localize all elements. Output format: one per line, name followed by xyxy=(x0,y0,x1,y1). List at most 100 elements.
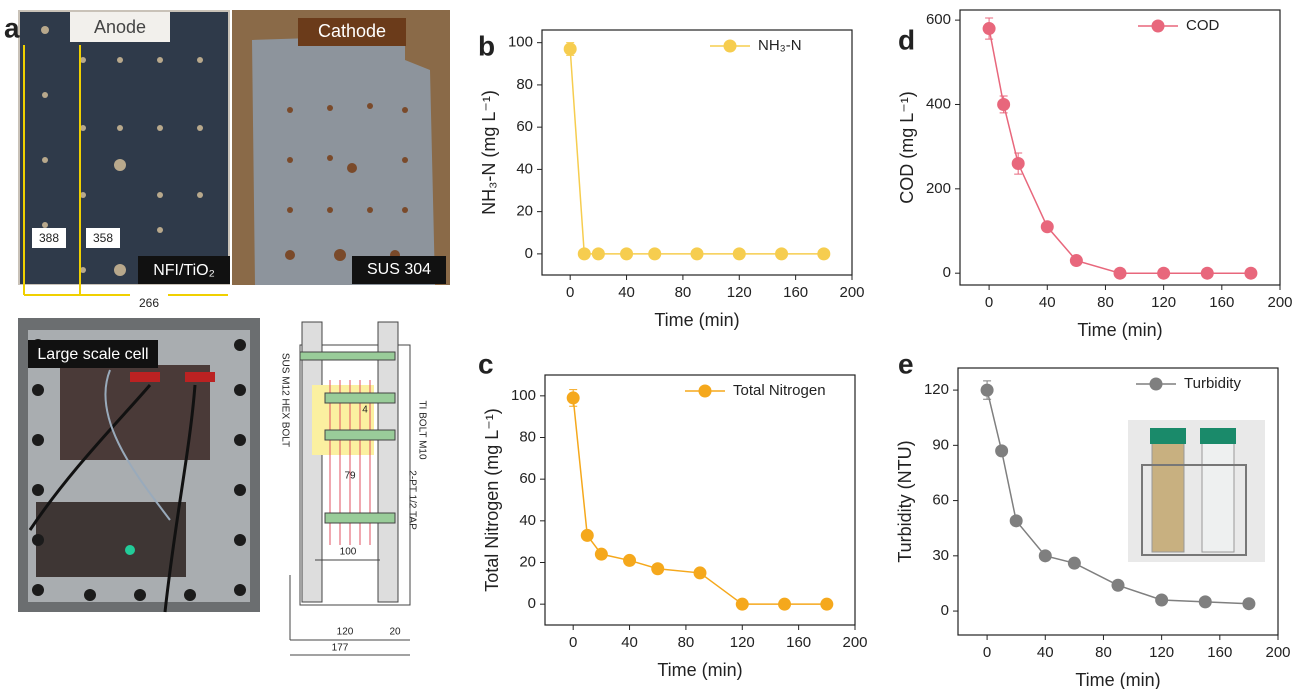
cathode-photo: Cathode SUS 304 xyxy=(232,10,450,285)
y-tick-label: 20 xyxy=(516,203,533,220)
y-tick-label: 120 xyxy=(924,381,949,398)
data-point xyxy=(693,566,707,580)
legend-label: Total Nitrogen xyxy=(733,382,826,399)
x-tick-label: 120 xyxy=(727,284,752,301)
data-point xyxy=(1155,593,1169,607)
x-tick-label: 40 xyxy=(621,634,638,651)
x-tick-label: 40 xyxy=(618,284,635,301)
y-tick-label: 200 xyxy=(926,180,951,197)
data-point xyxy=(1113,266,1127,280)
y-axis-label: COD (mg L⁻¹) xyxy=(897,91,917,204)
y-tick-label: 80 xyxy=(519,428,536,445)
legend-marker xyxy=(1149,377,1163,391)
y-tick-label: 90 xyxy=(932,436,949,453)
y-axis-label: Total Nitrogen (mg L⁻¹) xyxy=(482,408,502,592)
legend-label: NH₃-N xyxy=(758,37,802,54)
x-tick-label: 80 xyxy=(1095,644,1112,661)
legend-label: COD xyxy=(1186,17,1220,34)
y-tick-label: 20 xyxy=(519,553,536,570)
y-tick-label: 60 xyxy=(519,470,536,487)
plot-frame xyxy=(959,9,1281,286)
data-point xyxy=(620,247,634,261)
x-tick-label: 120 xyxy=(730,634,755,651)
data-line xyxy=(988,28,1251,274)
data-point xyxy=(735,597,749,611)
x-tick-label: 0 xyxy=(569,634,577,651)
legend-marker xyxy=(723,39,737,53)
data-point xyxy=(690,247,704,261)
plot-frame xyxy=(957,367,1279,636)
x-axis-label: Time (min) xyxy=(1077,320,1162,340)
x-tick-label: 200 xyxy=(1267,294,1292,311)
data-point xyxy=(580,528,594,542)
drawing-label: 20 xyxy=(389,627,401,638)
data-point xyxy=(591,247,605,261)
data-point xyxy=(577,247,591,261)
drawing-label: 120 xyxy=(337,627,354,638)
y-tick-label: 80 xyxy=(516,76,533,93)
x-tick-label: 0 xyxy=(566,284,574,301)
dimension-label: 266 xyxy=(139,296,159,310)
x-tick-label: 40 xyxy=(1037,644,1054,661)
panel-letter: b xyxy=(478,30,495,61)
data-point xyxy=(1069,254,1083,268)
panel-letter: e xyxy=(898,348,914,379)
x-tick-label: 80 xyxy=(678,634,695,651)
y-tick-label: 40 xyxy=(519,512,536,529)
drawing-label: SUS M12 HEX BOLT xyxy=(279,353,290,447)
y-tick-label: 0 xyxy=(528,595,536,612)
data-point xyxy=(732,247,746,261)
anode-photo: Anode 388 358 266 NFI/TiO₂ xyxy=(18,10,230,312)
data-point xyxy=(566,391,580,405)
data-point xyxy=(651,562,665,576)
cathode-label: SUS 304 xyxy=(367,261,431,278)
y-tick-label: 100 xyxy=(508,34,533,51)
y-tick-label: 30 xyxy=(932,547,949,564)
y-tick-label: 40 xyxy=(516,160,533,177)
data-point xyxy=(778,597,792,611)
dimension-label: 358 xyxy=(93,231,113,245)
data-point xyxy=(820,597,834,611)
x-tick-label: 200 xyxy=(839,284,864,301)
plot-frame xyxy=(541,29,853,276)
plot-frame xyxy=(544,374,856,626)
data-line xyxy=(569,48,824,255)
x-tick-label: 80 xyxy=(1097,294,1114,311)
x-axis-label: Time (min) xyxy=(1075,670,1160,689)
inset-photo xyxy=(1128,420,1265,562)
x-tick-label: 40 xyxy=(1039,294,1056,311)
data-point xyxy=(1200,266,1214,280)
x-tick-label: 160 xyxy=(1209,294,1234,311)
legend-marker xyxy=(1151,19,1165,33)
data-point xyxy=(775,247,789,261)
drawing-label: TI BOLT M10 xyxy=(416,400,427,460)
data-point xyxy=(1038,549,1052,563)
x-tick-label: 80 xyxy=(675,284,692,301)
y-axis-label: Turbidity (NTU) xyxy=(895,440,915,562)
x-tick-label: 160 xyxy=(783,284,808,301)
data-point xyxy=(1157,266,1171,280)
data-point xyxy=(1244,266,1258,280)
legend-marker xyxy=(698,384,712,398)
y-tick-label: 400 xyxy=(926,95,951,112)
y-tick-label: 0 xyxy=(941,602,949,619)
y-tick-label: 60 xyxy=(932,492,949,509)
data-point xyxy=(997,97,1011,111)
y-axis-label: NH₃-N (mg L⁻¹) xyxy=(479,90,499,215)
data-point xyxy=(1040,220,1054,234)
x-tick-label: 160 xyxy=(1207,644,1232,661)
x-tick-label: 120 xyxy=(1151,294,1176,311)
data-point xyxy=(817,247,831,261)
x-tick-label: 120 xyxy=(1149,644,1174,661)
data-point xyxy=(980,383,994,397)
x-tick-label: 160 xyxy=(786,634,811,651)
anode-label: NFI/TiO₂ xyxy=(153,262,215,279)
data-point xyxy=(982,22,996,36)
y-tick-label: 100 xyxy=(511,387,536,404)
legend-label: Turbidity xyxy=(1184,375,1241,392)
x-axis-label: Time (min) xyxy=(657,660,742,680)
data-point xyxy=(1242,597,1256,611)
data-point xyxy=(1011,157,1025,171)
data-point xyxy=(995,444,1009,458)
drawing-label: 2-PT 1/2 TAP xyxy=(406,470,417,530)
